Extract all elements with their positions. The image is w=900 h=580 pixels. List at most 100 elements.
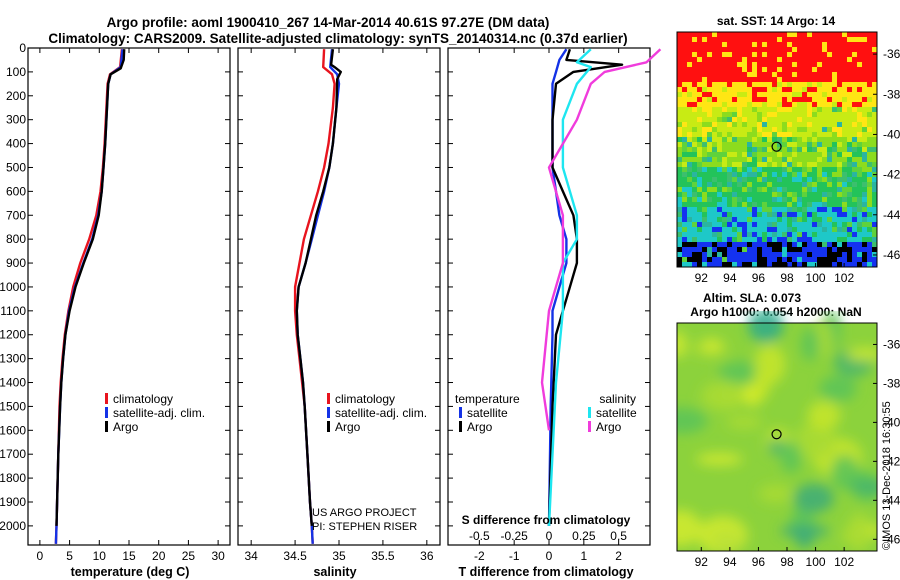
sst-cell: [827, 262, 833, 267]
sst-cell: [787, 217, 793, 223]
sst-cell: [782, 182, 788, 188]
sst-cell: [827, 92, 833, 98]
sst-cell: [857, 212, 863, 218]
sst-cell: [807, 82, 813, 88]
sst-cell: [692, 37, 698, 43]
sst-cell: [727, 37, 733, 43]
sst-cell: [692, 112, 698, 118]
sst-cell: [772, 92, 778, 98]
sst-cell: [792, 102, 798, 108]
sst-cell: [722, 202, 728, 208]
sst-cell: [857, 82, 863, 88]
sst-cell: [862, 222, 868, 228]
sst-cell: [867, 177, 873, 183]
sst-cell: [712, 207, 718, 213]
sst-cell: [707, 212, 713, 218]
sst-cell: [742, 192, 748, 198]
sst-cell: [827, 67, 833, 73]
sst-cell: [802, 177, 808, 183]
imos-credit: ©IMOS 13-Dec-2018 16:30:55: [881, 401, 893, 550]
sst-cell: [837, 232, 843, 238]
sst-cell: [737, 32, 743, 38]
sst-cell: [812, 132, 818, 138]
sst-cell: [717, 67, 723, 73]
sst-cell: [762, 202, 768, 208]
sst-cell: [772, 187, 778, 193]
sst-cell: [677, 52, 683, 58]
sst-cell: [802, 132, 808, 138]
sst-cell: [677, 107, 683, 113]
sst-cell: [857, 202, 863, 208]
sst-cell: [812, 57, 818, 63]
sst-cell: [857, 262, 863, 267]
sst-cell: [752, 182, 758, 188]
sst-cell: [867, 97, 873, 103]
sst-cell: [747, 42, 753, 48]
sst-cell: [682, 242, 688, 248]
sst-cell: [872, 177, 877, 183]
sst-cell: [692, 82, 698, 88]
sst-cell: [812, 92, 818, 98]
sst-cell: [697, 127, 703, 133]
sst-cell: [852, 37, 858, 43]
sst-cell: [782, 42, 788, 48]
depth-tick-label: 1500: [0, 399, 26, 413]
sst-cell: [857, 177, 863, 183]
sst-cell: [872, 67, 877, 73]
lat-tick-label: -46: [883, 532, 900, 546]
sst-cell: [732, 227, 738, 233]
sst-cell: [862, 212, 868, 218]
sst-cell: [707, 67, 713, 73]
sst-cell: [812, 157, 818, 163]
sst-cell: [737, 197, 743, 203]
sst-cell: [792, 217, 798, 223]
sst-cell: [752, 67, 758, 73]
sst-cell: [817, 137, 823, 143]
legend-swatch-sal-satellite: [588, 407, 591, 418]
sst-cell: [872, 262, 877, 267]
series-line-climatology: [293, 49, 336, 544]
sst-cell: [807, 52, 813, 58]
sst-cell: [787, 42, 793, 48]
sst-cell: [837, 177, 843, 183]
sst-cell: [822, 52, 828, 58]
sst-cell: [857, 72, 863, 78]
sst-cell: [827, 212, 833, 218]
sst-cell: [747, 247, 753, 253]
sst-cell: [712, 137, 718, 143]
sla-blob: [779, 524, 830, 538]
sst-cell: [857, 237, 863, 243]
sst-cell: [767, 207, 773, 213]
sst-cell: [842, 97, 848, 103]
sst-cell: [682, 262, 688, 267]
sst-cell: [777, 197, 783, 203]
sst-cell: [792, 262, 798, 267]
sst-cell: [747, 252, 753, 258]
sst-cell: [687, 212, 693, 218]
sst-cell: [797, 107, 803, 113]
sst-cell: [767, 52, 773, 58]
sst-cell: [717, 162, 723, 168]
sst-cell: [782, 232, 788, 238]
sst-cell: [792, 32, 798, 38]
sst-cell: [797, 252, 803, 258]
sst-cell: [747, 147, 753, 153]
sst-cell: [842, 192, 848, 198]
sst-cell: [752, 187, 758, 193]
sst-cell: [712, 37, 718, 43]
sst-cell: [687, 237, 693, 243]
sst-cell: [702, 102, 708, 108]
series-line-satellite-adj-clim-: [54, 49, 124, 544]
sst-cell: [807, 102, 813, 108]
sst-cell: [832, 262, 838, 267]
sst-cell: [797, 97, 803, 103]
sst-cell: [872, 222, 877, 228]
sst-cell: [692, 212, 698, 218]
sst-cell: [752, 72, 758, 78]
x-tick-label: 5: [66, 549, 73, 563]
sst-cell: [747, 222, 753, 228]
sst-cell: [857, 227, 863, 233]
sst-cell: [742, 262, 748, 267]
sla-blob: [807, 400, 841, 430]
sst-cell: [872, 107, 877, 113]
